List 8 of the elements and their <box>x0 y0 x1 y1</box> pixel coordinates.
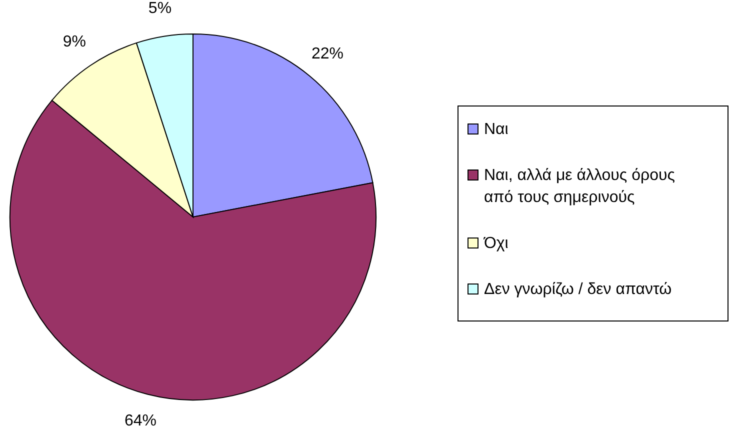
data-label: 5% <box>148 0 172 17</box>
legend-label: Ναι <box>484 121 509 138</box>
data-label: 22% <box>311 46 344 63</box>
legend-label: Ναι, αλλά με άλλους όρους από τους σημερινούς <box>484 167 676 206</box>
data-label: 9% <box>62 34 86 51</box>
data-label: 64% <box>124 412 157 430</box>
legend-label: Όχι <box>483 235 509 252</box>
legend-label: Δεν γνωρίζω / δεν απαντώ <box>484 281 672 298</box>
